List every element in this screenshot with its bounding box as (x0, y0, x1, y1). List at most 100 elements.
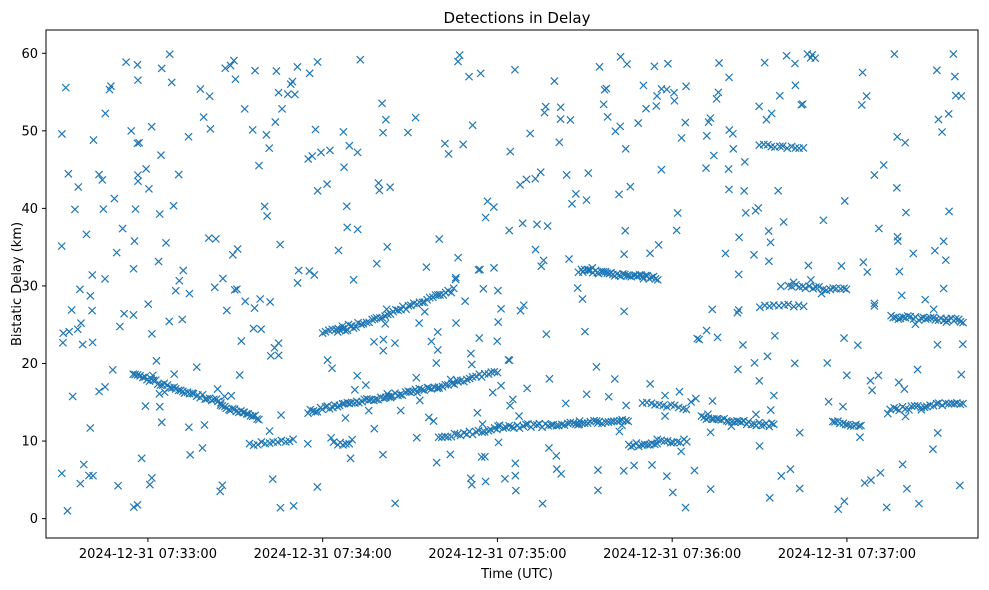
detection-point (450, 429, 459, 438)
detection-point (789, 302, 798, 311)
detection-point (100, 274, 110, 283)
detection-point (434, 433, 443, 442)
detection-point (747, 420, 756, 429)
detection-point (840, 196, 849, 205)
detection-point (403, 128, 412, 137)
detection-point (157, 64, 166, 73)
detection-point (830, 417, 839, 426)
detection-point (64, 169, 73, 178)
detection-point (480, 452, 489, 461)
detection-point (396, 406, 405, 415)
detection-point (670, 401, 679, 410)
detection-point (437, 433, 446, 442)
detection-point (714, 88, 723, 97)
x-tick-label: 2024-12-31 07:33:00 (79, 547, 217, 562)
detection-point (415, 396, 424, 405)
detection-point (394, 306, 403, 315)
y-tick-label: 50 (21, 124, 38, 139)
detection-point (493, 286, 502, 295)
detection-point (725, 126, 734, 135)
detection-point (627, 272, 636, 281)
detection-point (78, 340, 87, 349)
detection-point (691, 394, 700, 403)
detection-point (432, 458, 441, 467)
detection-point (404, 301, 413, 310)
detection-point (938, 127, 947, 137)
detection-point (882, 503, 891, 512)
detection-point (289, 435, 298, 444)
x-axis-title: Time (UTC) (480, 567, 553, 582)
detection-point (88, 306, 97, 315)
detection-point (695, 335, 704, 344)
detection-point (114, 481, 123, 490)
detection-point (230, 285, 239, 294)
detection-point (348, 435, 357, 444)
detection-point (443, 432, 452, 441)
detection-point (232, 285, 241, 294)
detection-point (341, 439, 350, 448)
detection-point (806, 275, 815, 284)
detection-point (566, 115, 575, 124)
detection-point (774, 186, 783, 195)
detection-point (868, 386, 877, 395)
detection-point (621, 226, 630, 235)
detection-point (346, 454, 355, 463)
detection-point (137, 454, 146, 463)
detection-point (494, 438, 503, 447)
detection-point (411, 113, 420, 122)
detection-point (253, 440, 262, 449)
detection-point (931, 315, 940, 324)
detection-point (101, 109, 110, 118)
detection-point (63, 506, 72, 515)
detection-point (858, 68, 867, 77)
detection-point (377, 99, 387, 108)
detection-point (283, 90, 292, 99)
detection-point (697, 412, 706, 421)
y-tick-label: 60 (21, 47, 38, 62)
detection-point (879, 161, 888, 170)
detection-point (500, 474, 509, 483)
detection-point (133, 139, 142, 148)
detection-point (511, 471, 520, 480)
x-tick-label: 2024-12-31 07:36:00 (603, 547, 741, 562)
detection-point (95, 170, 104, 179)
detection-point (870, 299, 879, 308)
detection-point (488, 388, 497, 397)
detection-point (913, 365, 922, 374)
detection-point (206, 124, 215, 133)
detection-point (145, 480, 154, 489)
detection-point (740, 157, 749, 166)
detection-point (621, 416, 631, 425)
detection-point (682, 437, 691, 446)
detection-point (799, 143, 808, 152)
detection-point (890, 403, 899, 412)
detection-point (706, 114, 715, 123)
detection-point (462, 375, 471, 384)
detection-point (221, 64, 230, 73)
detection-point (713, 333, 722, 342)
detection-point (599, 100, 608, 109)
detection-point (939, 284, 948, 293)
detection-point (904, 405, 914, 414)
detection-point (311, 125, 320, 134)
detection-point (222, 306, 231, 315)
detection-point (455, 51, 464, 60)
detection-point (673, 208, 682, 218)
detection-point (487, 368, 496, 377)
detection-point (615, 427, 624, 436)
detection-point (900, 385, 909, 394)
detection-point (483, 197, 492, 206)
detection-point (650, 62, 659, 71)
detection-point (693, 334, 702, 343)
detection-point (945, 207, 954, 216)
detection-point (783, 144, 792, 153)
detection-point (540, 108, 549, 117)
detection-point (614, 190, 624, 199)
detection-point (305, 69, 314, 78)
detection-point (353, 148, 362, 157)
detection-point (427, 337, 436, 346)
detection-point (516, 180, 525, 189)
detection-point (955, 481, 964, 490)
detection-point (115, 322, 124, 331)
detection-point (898, 460, 907, 469)
